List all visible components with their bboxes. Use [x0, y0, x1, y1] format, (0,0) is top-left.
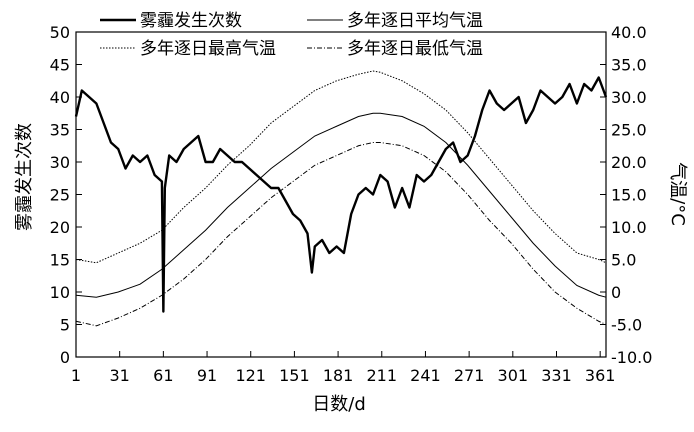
y-right-tick-label: 30.0 [611, 88, 647, 107]
y-left-tick-label: 0 [60, 348, 70, 367]
legend-label-haze: 雾霾发生次数 [140, 11, 242, 31]
y-right-tick-label: 0 [611, 283, 621, 302]
legend-label-t_mean: 多年逐日平均气温 [347, 11, 483, 31]
y-right-tick-label: 5.0 [611, 251, 636, 270]
y-right-tick-label: 20.0 [611, 153, 647, 172]
y-left-tick-label: 20 [50, 218, 70, 237]
plot-border [75, 31, 607, 358]
y-left-tick-label: 30 [50, 153, 70, 172]
x-tick-label: 31 [110, 366, 130, 385]
x-tick-label: 331 [541, 366, 572, 385]
x-tick-label: 121 [235, 366, 266, 385]
series-line-haze [74, 76, 608, 313]
y-left-tick-label: 25 [50, 186, 70, 205]
y-right-tick-label: 25.0 [611, 121, 647, 140]
x-tick-label: 1 [71, 366, 81, 385]
x-tick-label: 301 [498, 366, 529, 385]
y-right-tick-label: 40.0 [611, 23, 647, 42]
y-right-tick-label: 10.0 [611, 218, 647, 237]
y-right-tick-label: 35.0 [611, 56, 647, 75]
y-left-tick-label: 50 [50, 23, 70, 42]
x-tick-label: 151 [279, 366, 310, 385]
series-line-t_mean [75, 112, 607, 298]
y-left-tick-label: 5 [60, 316, 70, 335]
y-left-tick-label: 40 [50, 88, 70, 107]
plot-frame [75, 31, 607, 358]
x-tick-label: 241 [410, 366, 441, 385]
y-axis-left-title: 雾霾发生次数 [14, 123, 35, 231]
y-left-tick-label: 15 [50, 251, 70, 270]
x-tick-label: 271 [454, 366, 485, 385]
x-tick-label: 361 [585, 366, 616, 385]
series-lines [74, 70, 608, 327]
x-tick-label: 61 [153, 366, 173, 385]
x-tick-label: 91 [197, 366, 217, 385]
y-left-tick-label: 45 [50, 56, 70, 75]
y-axis-right-title: 气温/°C [667, 162, 688, 226]
y-right-tick-label: -10.0 [611, 348, 652, 367]
legend-label-t_max: 多年逐日最高气温 [140, 39, 276, 59]
y-right-tick-label: -5.0 [611, 316, 642, 335]
y-left-tick-label: 10 [50, 283, 70, 302]
x-tick-label: 181 [323, 366, 354, 385]
y-left-tick-label: 35 [50, 121, 70, 140]
x-tick-label: 211 [366, 366, 397, 385]
legend-label-t_min: 多年逐日最低气温 [347, 39, 483, 59]
x-axis-title: 日数/d [312, 394, 366, 415]
series-line-t_min [75, 142, 607, 327]
axis-ticks: 1 31 61 91 121 151 181 211 241 271 301 331 361 0 5 10 15… [50, 23, 653, 385]
y-right-tick-label: 15.0 [611, 186, 647, 205]
series-line-t_max [75, 70, 607, 264]
